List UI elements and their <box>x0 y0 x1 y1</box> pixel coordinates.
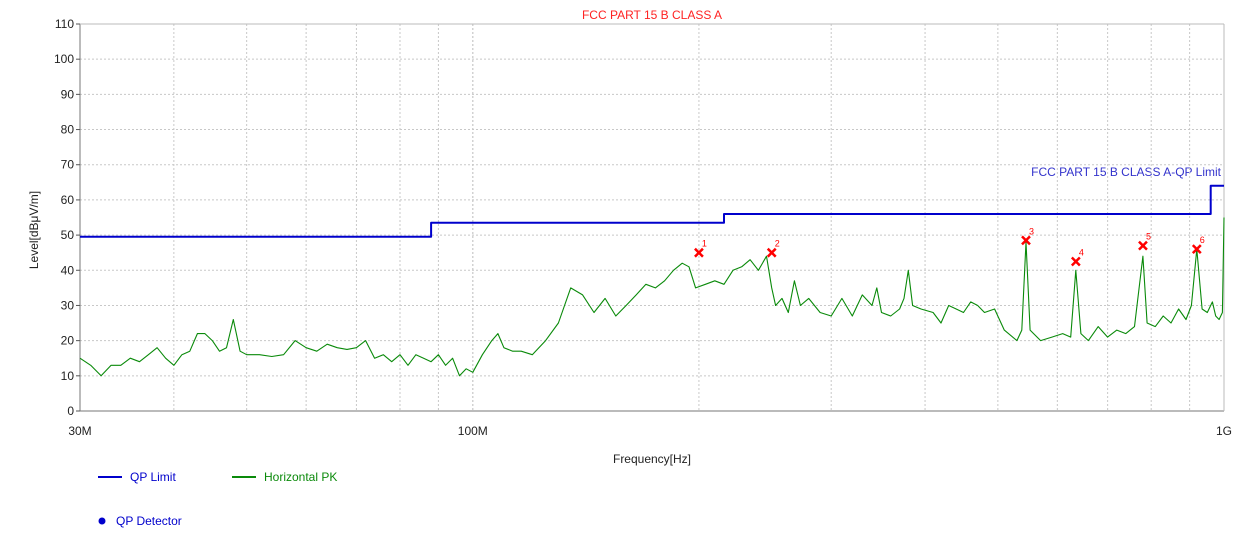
y-tick-label: 50 <box>61 228 75 242</box>
peak-marker-label: 4 <box>1079 247 1084 257</box>
legend-label: QP Detector <box>116 514 182 528</box>
y-tick-label: 100 <box>54 52 74 66</box>
peak-marker <box>694 247 704 258</box>
legend-label: Horizontal PK <box>264 470 337 484</box>
peak-marker-label: 5 <box>1146 232 1151 242</box>
series-layer <box>79 184 1225 377</box>
peak-marker-label: 6 <box>1200 235 1205 245</box>
y-tick-label: 90 <box>61 87 75 101</box>
y-tick-label: 10 <box>61 369 75 383</box>
legend-label: QP Limit <box>130 470 176 484</box>
peak-marker <box>1191 244 1202 255</box>
peak-marker-label: 1 <box>702 239 707 249</box>
x-axis-title: Frequency[Hz] <box>613 452 691 466</box>
peak-marker-label: 2 <box>775 239 780 249</box>
legend-dot <box>98 517 106 525</box>
horizontal-pk-line <box>79 217 1225 377</box>
y-tick-label: 80 <box>61 123 75 137</box>
grid-layer <box>79 23 1225 412</box>
y-tick-label: 70 <box>61 158 75 172</box>
x-tick-label: 100M <box>458 424 488 438</box>
y-tick-label: 110 <box>55 17 74 31</box>
legend: QP Limit Horizontal PK QP Detector <box>98 470 337 528</box>
tick-layer: 0 10 20 30 40 50 60 70 80 90 100 110 30M 100M 1G <box>54 17 1232 438</box>
peak-marker <box>1070 256 1081 267</box>
limit-annotation: FCC PART 15 B CLASS A-QP Limit <box>1031 165 1222 179</box>
y-axis-title: Level[dBμV/m] <box>27 191 41 269</box>
chart-title: FCC PART 15 B CLASS A <box>582 8 722 22</box>
y-tick-label: 60 <box>61 193 75 207</box>
peak-marker-label: 3 <box>1029 226 1034 236</box>
peak-marker <box>766 247 777 258</box>
marker-layer: 1 2 3 4 5 6 <box>694 226 1205 267</box>
x-tick-label: 1G <box>1216 424 1232 438</box>
y-tick-label: 30 <box>61 298 75 312</box>
y-tick-label: 20 <box>61 334 75 348</box>
y-tick-label: 0 <box>67 404 74 418</box>
y-tick-label: 40 <box>61 263 75 277</box>
qp-limit-line <box>80 184 1224 238</box>
peak-marker <box>1138 240 1148 251</box>
x-tick-label: 30M <box>68 424 91 438</box>
peak-marker <box>1021 235 1031 246</box>
